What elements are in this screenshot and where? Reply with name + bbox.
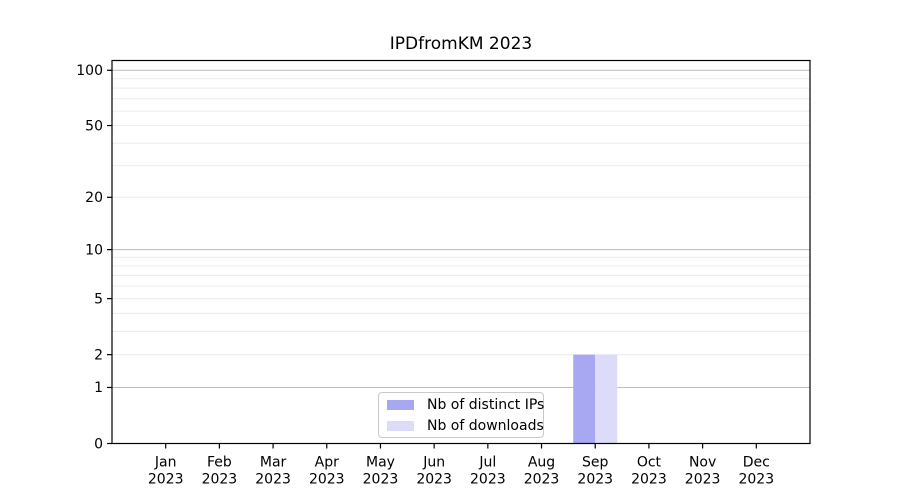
y-tick-label: 100 (76, 63, 103, 79)
x-tick-label-month: Mar (260, 455, 287, 471)
legend-item-distinct-ips: Nb of distinct IPs (387, 396, 544, 414)
x-tick-label-year: 2023 (470, 472, 506, 488)
legend-swatch-downloads (387, 420, 414, 431)
x-tick-label-year: 2023 (631, 472, 667, 488)
x-tick-label-month: Jun (422, 455, 445, 471)
x-tick-label-month: Nov (689, 455, 716, 471)
legend-label-distinct-ips: Nb of distinct IPs (427, 396, 545, 413)
chart-title: IPDfromKM 2023 (389, 34, 533, 54)
x-tick-label-year: 2023 (148, 472, 184, 488)
y-tick-label: 2 (94, 347, 103, 363)
legend-item-downloads: Nb of downloads (387, 417, 544, 435)
x-tick-label-month: May (366, 455, 395, 471)
x-tick-label-year: 2023 (524, 472, 560, 488)
x-tick-label-month: Sep (582, 455, 609, 471)
x-tick-label-year: 2023 (309, 472, 345, 488)
x-tick-label-month: Dec (743, 455, 770, 471)
y-tick-label: 1 (94, 380, 103, 396)
y-tick-label: 20 (85, 190, 103, 206)
x-tick-label-month: Feb (207, 455, 232, 471)
y-tick-label: 0 (94, 436, 103, 452)
bar-distinct-ips-sep (573, 354, 596, 444)
bar-downloads-sep (595, 354, 618, 444)
x-tick-label-month: Apr (315, 455, 339, 471)
legend: Nb of distinct IPs Nb of downloads (378, 392, 544, 438)
x-tick-label-year: 2023 (416, 472, 452, 488)
x-tick-label-month: Oct (637, 455, 662, 471)
y-tick-label: 10 (85, 242, 103, 258)
legend-label-downloads: Nb of downloads (427, 417, 544, 434)
plot-border (111, 59, 811, 445)
y-tick-label: 50 (85, 118, 103, 134)
legend-swatch-distinct-ips (387, 399, 414, 410)
x-tick-label-year: 2023 (738, 472, 774, 488)
x-tick-label-month: Jul (478, 455, 496, 471)
y-tick-label: 5 (94, 291, 103, 307)
x-tick-label-month: Jan (154, 455, 177, 471)
x-tick-label-year: 2023 (255, 472, 291, 488)
x-tick-label-year: 2023 (577, 472, 613, 488)
x-tick-label-month: Aug (528, 455, 555, 471)
x-tick-label-year: 2023 (202, 472, 238, 488)
x-tick-label-year: 2023 (363, 472, 399, 488)
x-tick-label-year: 2023 (685, 472, 721, 488)
